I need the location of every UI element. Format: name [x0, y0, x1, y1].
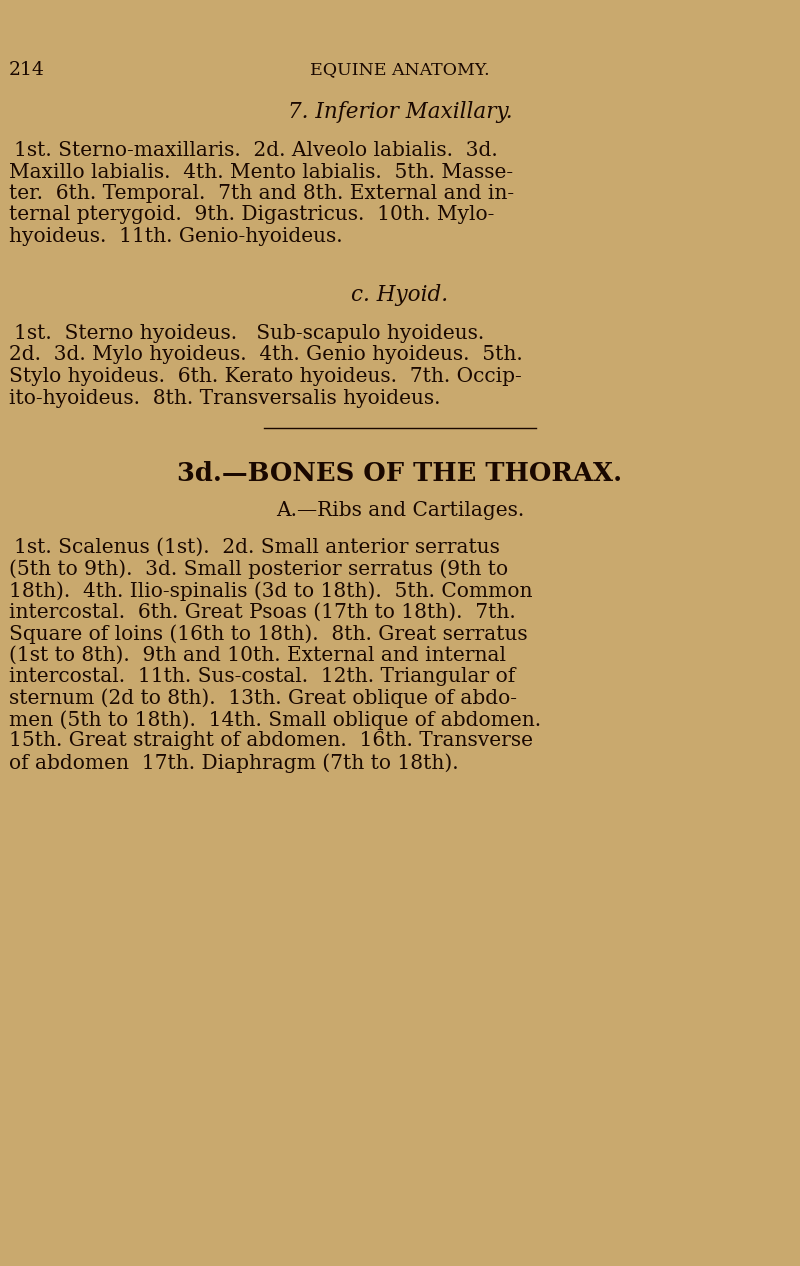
Text: ito-hyoideus.  8th. Transversalis hyoideus.: ito-hyoideus. 8th. Transversalis hyoideu…: [9, 389, 441, 408]
Text: Stylo hyoideus.  6th. Kerato hyoideus.  7th. Occip-: Stylo hyoideus. 6th. Kerato hyoideus. 7t…: [9, 367, 522, 386]
Text: intercostal.  6th. Great Psoas (17th to 18th).  7th.: intercostal. 6th. Great Psoas (17th to 1…: [9, 603, 516, 622]
Text: 2d.  3d. Mylo hyoideus.  4th. Genio hyoideus.  5th.: 2d. 3d. Mylo hyoideus. 4th. Genio hyoide…: [9, 346, 522, 365]
Text: 1st.  Sterno hyoideus.   Sub-scapulo hyoideus.: 1st. Sterno hyoideus. Sub-scapulo hyoide…: [14, 324, 484, 343]
Text: 7. Inferior Maxillary.: 7. Inferior Maxillary.: [288, 101, 512, 123]
Text: EQUINE ANATOMY.: EQUINE ANATOMY.: [310, 61, 490, 78]
Text: hyoideus.  11th. Genio-hyoideus.: hyoideus. 11th. Genio-hyoideus.: [9, 227, 342, 246]
Text: 3d.—BONES OF THE THORAX.: 3d.—BONES OF THE THORAX.: [178, 461, 622, 486]
Text: 18th).  4th. Ilio-spinalis (3d to 18th).  5th. Common: 18th). 4th. Ilio-spinalis (3d to 18th). …: [9, 581, 533, 600]
Text: Square of loins (16th to 18th).  8th. Great serratus: Square of loins (16th to 18th). 8th. Gre…: [9, 624, 528, 643]
Text: c. Hyoid.: c. Hyoid.: [351, 284, 449, 306]
Text: intercostal.  11th. Sus-costal.  12th. Triangular of: intercostal. 11th. Sus-costal. 12th. Tri…: [9, 667, 515, 686]
Text: ter.  6th. Temporal.  7th and 8th. External and in-: ter. 6th. Temporal. 7th and 8th. Externa…: [9, 184, 514, 203]
Text: men (5th to 18th).  14th. Small oblique of abdomen.: men (5th to 18th). 14th. Small oblique o…: [9, 710, 541, 729]
Text: 1st. Scalenus (1st).  2d. Small anterior serratus: 1st. Scalenus (1st). 2d. Small anterior …: [14, 538, 499, 557]
Text: 15th. Great straight of abdomen.  16th. Transverse: 15th. Great straight of abdomen. 16th. T…: [9, 732, 533, 751]
Text: Maxillo labialis.  4th. Mento labialis.  5th. Masse-: Maxillo labialis. 4th. Mento labialis. 5…: [9, 162, 513, 181]
Text: (5th to 9th).  3d. Small posterior serratus (9th to: (5th to 9th). 3d. Small posterior serrat…: [9, 560, 508, 579]
Text: of abdomen  17th. Diaphragm (7th to 18th).: of abdomen 17th. Diaphragm (7th to 18th)…: [9, 753, 458, 772]
Text: A.—Ribs and Cartilages.: A.—Ribs and Cartilages.: [276, 501, 524, 520]
Text: 1st. Sterno-maxillaris.  2d. Alveolo labialis.  3d.: 1st. Sterno-maxillaris. 2d. Alveolo labi…: [14, 141, 498, 160]
Text: sternum (2d to 8th).  13th. Great oblique of abdo-: sternum (2d to 8th). 13th. Great oblique…: [9, 689, 517, 708]
Text: ternal pterygoid.  9th. Digastricus.  10th. Mylo-: ternal pterygoid. 9th. Digastricus. 10th…: [9, 205, 494, 224]
Text: 214: 214: [9, 61, 45, 78]
Text: (1st to 8th).  9th and 10th. External and internal: (1st to 8th). 9th and 10th. External and…: [9, 646, 506, 665]
